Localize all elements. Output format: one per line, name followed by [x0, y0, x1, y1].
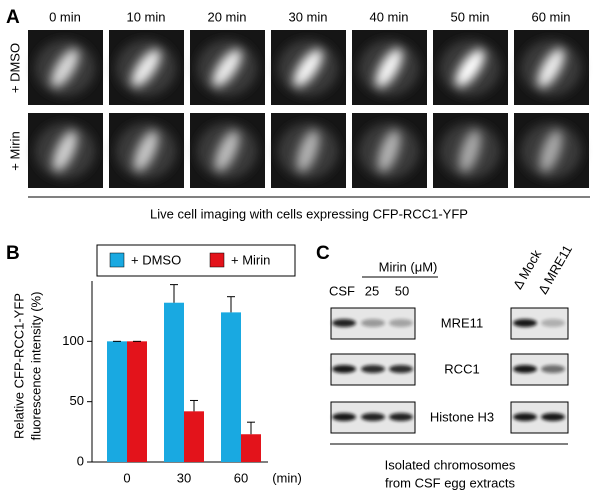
chromosome-signal: [131, 49, 161, 87]
y-tick-label: 0: [77, 453, 84, 468]
bar: [164, 302, 184, 462]
time-label: 60 min: [531, 9, 570, 24]
band: [332, 413, 356, 421]
chromosome-signal: [537, 48, 565, 88]
row-label: RCC1: [444, 361, 479, 376]
y-tick-label: 50: [70, 393, 84, 408]
band: [389, 413, 413, 421]
row-label: + DMSO: [7, 43, 22, 93]
chromosome-signal: [377, 130, 401, 172]
caption: from CSF egg extracts: [385, 475, 516, 490]
legend-swatch: [109, 252, 125, 268]
chromosome-signal: [52, 130, 78, 172]
band: [361, 413, 385, 421]
chromosome-signal: [133, 130, 159, 172]
y-axis-label: fluorescence intensity (%): [28, 292, 43, 441]
legend-swatch: [209, 252, 225, 268]
chromosome-signal: [51, 48, 79, 88]
lane-label: Δ MRE11: [535, 242, 575, 296]
band: [513, 413, 537, 421]
band: [332, 319, 356, 327]
lane-label: 25: [365, 283, 379, 298]
row-label: + Mirin: [7, 131, 22, 170]
x-tick-label: 30: [177, 470, 191, 485]
bar: [184, 411, 204, 462]
band: [361, 319, 385, 327]
band: [389, 319, 413, 327]
treatment-label: Mirin (μM): [379, 259, 438, 274]
band: [361, 365, 385, 373]
time-label: 20 min: [207, 9, 246, 24]
caption: Live cell imaging with cells expressing …: [150, 206, 468, 221]
band: [513, 365, 537, 373]
chromosome-signal: [296, 130, 320, 172]
lane-label: CSF: [329, 283, 355, 298]
row-label: Histone H3: [430, 409, 494, 424]
chromosome-signal: [214, 130, 240, 172]
panel-label: B: [6, 243, 20, 264]
band: [513, 319, 537, 327]
y-tick-label: 100: [62, 333, 84, 348]
band: [541, 365, 565, 373]
chromosome-signal: [293, 49, 323, 87]
bar: [107, 341, 127, 462]
legend-label: + DMSO: [131, 252, 181, 267]
time-label: 30 min: [288, 9, 327, 24]
chromosome-signal: [459, 129, 481, 173]
time-label: 50 min: [450, 9, 489, 24]
time-label: 10 min: [126, 9, 165, 24]
legend-box: [96, 244, 296, 277]
row-label: MRE11: [441, 315, 483, 330]
panel-label: A: [6, 7, 20, 28]
band: [332, 365, 356, 373]
chromosome-signal: [455, 49, 485, 87]
caption: Isolated chromosomes: [385, 457, 516, 472]
chromosome-signal: [539, 130, 563, 172]
legend-label: + Mirin: [231, 252, 270, 267]
band: [541, 413, 565, 421]
band: [389, 365, 413, 373]
lane-label: 50: [395, 283, 409, 298]
chromosome-signal: [375, 48, 403, 88]
bar: [241, 434, 261, 462]
y-axis-label: Relative CFP-RCC1-YFP: [11, 293, 26, 439]
x-axis-unit: (min): [272, 470, 302, 485]
panel-label: C: [316, 243, 330, 264]
x-tick-label: 60: [234, 470, 248, 485]
chromosome-signal: [212, 49, 242, 87]
bar: [127, 341, 147, 462]
time-label: 40 min: [369, 9, 408, 24]
x-tick-label: 0: [123, 470, 130, 485]
band: [541, 319, 565, 327]
bar: [221, 312, 241, 462]
time-label: 0 min: [49, 9, 81, 24]
